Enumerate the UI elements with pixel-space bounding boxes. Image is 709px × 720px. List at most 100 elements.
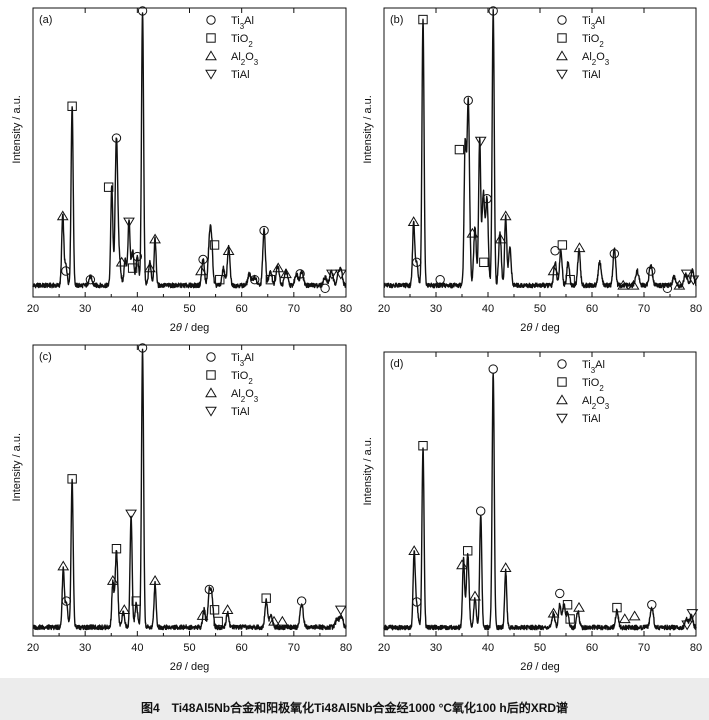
peak-marker-square [131, 596, 141, 606]
plot-frame [383, 7, 697, 298]
y-axis-label: Intensity / a.u. [11, 433, 23, 501]
peak-marker-square [213, 616, 223, 627]
peak-marker-square [67, 474, 77, 484]
xrd-series-line [32, 12, 347, 289]
peak-marker-triangle [196, 609, 209, 620]
peak-marker-triangle-down [681, 620, 694, 631]
x-tick-label: 20 [27, 303, 39, 315]
legend-symbol-square [206, 370, 216, 380]
peak-marker-triangle [617, 279, 630, 290]
panel-label: (d) [390, 358, 403, 370]
peak-marker-triangle-down [687, 275, 700, 286]
peak-marker-circle [463, 95, 473, 106]
peak-marker-circle [488, 6, 498, 16]
legend-symbol-triangle-down [556, 413, 568, 424]
legend-symbol-triangle-down [205, 69, 217, 80]
peak-marker-square [261, 593, 271, 603]
legend-symbol-circle [206, 15, 216, 25]
legend-symbol-triangle [556, 50, 568, 61]
peak-marker-triangle [573, 601, 585, 612]
peak-marker-square [565, 614, 575, 624]
legend-label: Ti3Al [231, 15, 254, 31]
legend-label: Ti3Al [582, 15, 605, 31]
peak-marker-triangle-down [326, 269, 338, 280]
x-axis-label: 2θ / deg [170, 661, 210, 673]
legend-label: TiO2 [231, 33, 253, 49]
peak-marker-triangle [407, 216, 420, 227]
peak-marker-triangle [499, 562, 512, 573]
x-axis-label: 2θ / deg [520, 322, 560, 334]
peak-marker-triangle [628, 610, 641, 621]
peak-marker-square [67, 101, 77, 111]
x-tick-label: 20 [378, 303, 390, 315]
plot-frame [383, 351, 697, 637]
peak-marker-square [215, 274, 225, 285]
x-tick-label: 50 [534, 642, 546, 654]
peak-marker-circle [250, 274, 260, 285]
peak-marker-square [103, 182, 114, 192]
peak-marker-circle [204, 584, 215, 595]
peak-marker-triangle [118, 604, 131, 615]
peak-marker-circle [137, 6, 148, 16]
x-tick-label: 80 [340, 303, 352, 315]
legend-symbol-circle [206, 352, 216, 362]
peak-marker-triangle [456, 559, 468, 570]
x-tick-label: 50 [183, 303, 195, 315]
peak-marker-triangle [547, 607, 560, 618]
legend-label: Al2O3 [582, 51, 610, 67]
peak-marker-triangle [466, 227, 479, 238]
peak-marker-square [612, 602, 622, 613]
peak-marker-triangle [57, 560, 70, 571]
peak-marker-triangle-down [686, 609, 699, 619]
peak-marker-triangle-down [334, 605, 347, 616]
peak-marker-circle [412, 257, 422, 268]
xrd-series-line [383, 372, 697, 631]
peak-marker-triangle [494, 233, 507, 244]
peak-marker-circle [412, 597, 422, 607]
peak-marker-circle [132, 251, 143, 262]
peak-marker-triangle [618, 613, 631, 624]
peak-marker-circle [198, 254, 208, 265]
peak-marker-circle [259, 225, 269, 236]
peak-marker-circle [482, 194, 492, 204]
peak-marker-triangle [106, 575, 119, 585]
legend-label: TiO2 [231, 370, 253, 386]
chart-panel-d: 20 30 40 50 60 70 80 2θ / deg Intensity / a.u. (d… [362, 351, 702, 673]
legend-label: Al2O3 [231, 388, 259, 404]
peak-marker-triangle [627, 279, 640, 290]
panel-label: (a) [39, 14, 52, 26]
legend-label: TiAl [231, 406, 250, 418]
peak-marker-triangle [268, 615, 280, 626]
peak-marker-triangle [469, 590, 481, 601]
peak-marker-circle [61, 596, 72, 606]
peak-marker-triangle [272, 262, 285, 273]
x-tick-label: 80 [340, 642, 352, 654]
peak-marker-circle [295, 269, 305, 279]
x-tick-label: 20 [27, 642, 39, 654]
x-tick-label: 40 [131, 642, 143, 654]
x-tick-label: 60 [236, 303, 248, 315]
peak-marker-triangle-down [334, 269, 347, 280]
peak-marker-circle [488, 364, 498, 374]
peak-marker-circle [296, 596, 307, 606]
legend-label: Al2O3 [582, 395, 610, 411]
figure-caption-bar: 图4 Ti48Al5Nb合金和阳极氧化Ti48Al5Nb合金经1000 °C氧化… [0, 678, 709, 720]
peak-marker-circle [85, 274, 96, 285]
peak-marker-triangle-down [123, 217, 135, 228]
x-tick-label: 50 [183, 642, 195, 654]
peak-marker-triangle [195, 265, 207, 276]
chart-panel-b: 20 30 40 50 60 70 80 2θ / deg Intensity / a.u. (b… [362, 6, 702, 334]
peak-marker-square [479, 257, 489, 268]
y-axis-label: Intensity / a.u. [362, 95, 374, 163]
peak-marker-square [557, 240, 568, 250]
peak-marker-triangle [408, 545, 421, 555]
x-tick-label: 40 [482, 642, 494, 654]
peak-marker-triangle [143, 262, 156, 273]
peak-marker-triangle [149, 233, 161, 244]
legend-label: TiO2 [582, 33, 604, 49]
legend-symbol-circle [557, 359, 567, 369]
legend-label: TiAl [231, 69, 250, 81]
peak-marker-triangle-down [125, 509, 137, 520]
x-tick-label: 60 [586, 642, 598, 654]
panel-label: (c) [39, 351, 52, 363]
